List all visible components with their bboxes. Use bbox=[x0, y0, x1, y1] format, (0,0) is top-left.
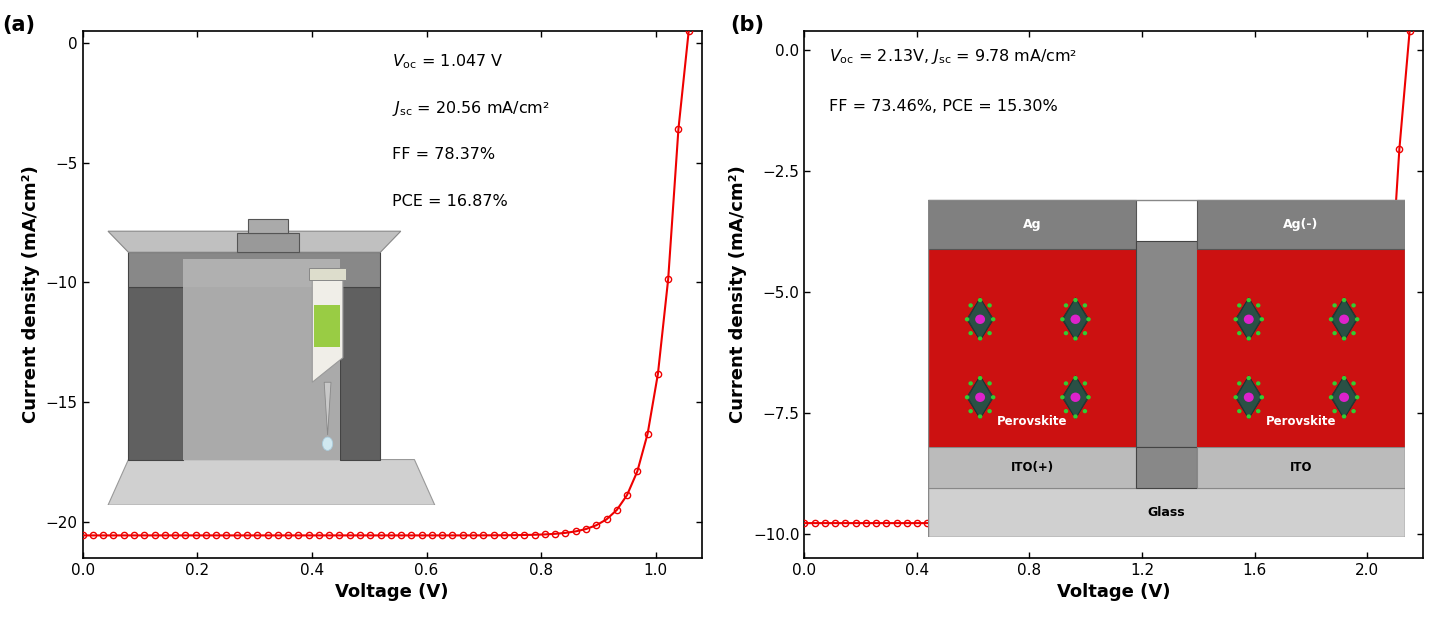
Text: PCE = 16.87%: PCE = 16.87% bbox=[392, 194, 508, 210]
Y-axis label: Current density (mA/cm²): Current density (mA/cm²) bbox=[730, 166, 747, 423]
Text: (b): (b) bbox=[730, 15, 765, 35]
Text: FF = 73.46%, PCE = 15.30%: FF = 73.46%, PCE = 15.30% bbox=[829, 99, 1058, 114]
X-axis label: Voltage (V): Voltage (V) bbox=[336, 583, 449, 601]
X-axis label: Voltage (V): Voltage (V) bbox=[1057, 583, 1171, 601]
Text: $\mathit{V}_{\mathrm{oc}}$ = 1.047 V: $\mathit{V}_{\mathrm{oc}}$ = 1.047 V bbox=[392, 52, 504, 70]
Text: $\mathit{V}_{\mathrm{oc}}$ = 2.13V, $\mathit{J}_{\mathrm{sc}}$ = 9.78 mA/cm²: $\mathit{V}_{\mathrm{oc}}$ = 2.13V, $\ma… bbox=[829, 47, 1077, 66]
Text: $\mathit{J}_{\mathrm{sc}}$ = 20.56 mA/cm²: $\mathit{J}_{\mathrm{sc}}$ = 20.56 mA/cm… bbox=[392, 99, 550, 119]
Text: (a): (a) bbox=[1, 15, 35, 35]
Y-axis label: Current density (mA/cm²): Current density (mA/cm²) bbox=[22, 166, 40, 423]
Text: FF = 78.37%: FF = 78.37% bbox=[392, 147, 495, 162]
